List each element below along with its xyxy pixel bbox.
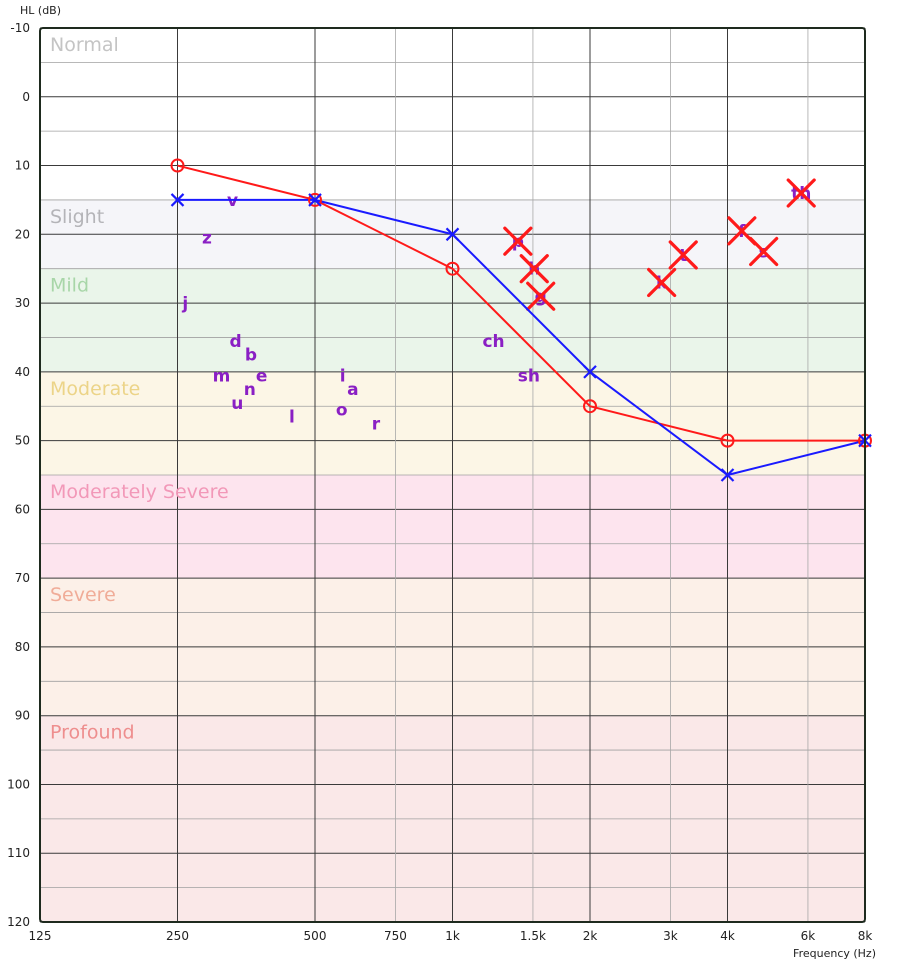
threshold-marker-x	[720, 468, 735, 482]
speech-sounds: vzjdbmenuliaorchshphgktfsth	[181, 178, 816, 434]
band-label-mild: Mild	[50, 275, 89, 297]
band-label-normal: Normal	[50, 34, 119, 56]
y-tick-label: 90	[15, 709, 30, 723]
y-tick-label: 20	[15, 227, 30, 241]
speech-sound-m: m	[213, 366, 231, 386]
x-tick-label: 2k	[583, 929, 598, 943]
y-tick-label: 40	[15, 365, 30, 379]
x-axis-ticks: 125 250 500 1k 2k 4k 8k 750 1.5k 3k 6k	[29, 929, 873, 943]
speech-sound-cross-stroke	[647, 267, 677, 298]
speech-sound-b: b	[245, 346, 257, 366]
threshold-marker-circle	[720, 433, 735, 448]
y-tick-label: 100	[7, 777, 30, 791]
threshold-marker-circle	[170, 158, 185, 173]
x-tick-label: 1.5k	[520, 929, 546, 943]
y-tick-label: 10	[15, 159, 30, 173]
threshold-marker-x	[308, 193, 322, 207]
speech-sound-sh: sh	[518, 366, 540, 386]
threshold-marker-circle	[445, 261, 460, 276]
speech-sound-cross-stroke	[526, 281, 556, 311]
x-tick-label: 250	[166, 929, 189, 943]
y-tick-label: 80	[15, 640, 30, 654]
speech-sound-cross-stroke	[503, 226, 533, 256]
y-tick-label: 0	[22, 90, 30, 104]
y-tick-label: 60	[15, 502, 30, 516]
speech-sound-cross-stroke	[727, 216, 757, 246]
threshold-marker-circle	[308, 192, 322, 207]
speech-sound-cross-stroke	[786, 178, 816, 208]
speech-sound-u: u	[231, 394, 243, 414]
speech-sound-cross-stroke	[519, 254, 549, 284]
x-axis-title: Frequency (Hz)	[793, 947, 876, 960]
speech-sound-r: r	[372, 414, 381, 434]
speech-sound-e: e	[256, 366, 268, 386]
speech-sound-i: i	[340, 366, 346, 386]
speech-sound-cross-stroke	[749, 236, 779, 267]
band-label-profound: Profound	[50, 722, 135, 744]
y-tick-label: 70	[15, 571, 30, 585]
band-label-moderate: Moderate	[50, 378, 140, 400]
speech-sound-n: n	[244, 380, 256, 400]
threshold-marker-x	[170, 193, 185, 207]
band-label-slight: Slight	[50, 206, 104, 228]
threshold-marker-x	[583, 365, 597, 379]
threshold-marker-circle	[583, 399, 597, 414]
speech-sound-ch: ch	[482, 332, 504, 352]
series-line-circle	[177, 164, 865, 442]
y-tick-label: 50	[15, 434, 30, 448]
y-axis-ticks: -10 0 10 20 30 40 50 60 70 80 90 100 110 120	[7, 21, 30, 929]
y-tick-label: 120	[7, 915, 30, 929]
x-tick-label: 6k	[801, 929, 816, 943]
speech-sound-cross-stroke	[668, 240, 698, 270]
speech-sound-z: z	[202, 229, 212, 249]
speech-sound-l: l	[289, 408, 295, 428]
threshold-series	[170, 158, 872, 482]
band-labels: Normal Slight Mild Moderate Moderately Sever…	[50, 34, 229, 744]
band-label-severe: Severe	[50, 584, 116, 606]
x-tick-label: 4k	[720, 929, 735, 943]
x-tick-label: 500	[304, 929, 327, 943]
speech-sound-o: o	[336, 401, 348, 421]
band-label-moderately-severe: Moderately Severe	[50, 481, 229, 503]
x-tick-label: 125	[29, 929, 52, 943]
x-tick-label: 3k	[663, 929, 678, 943]
threshold-marker-x	[445, 227, 460, 242]
x-tick-label: 8k	[858, 929, 873, 943]
y-axis-title: HL (dB)	[20, 4, 61, 17]
x-tick-label: 750	[384, 929, 407, 943]
x-tick-label: 1k	[445, 929, 460, 943]
speech-sound-a: a	[347, 380, 358, 400]
speech-sound-d: d	[229, 332, 241, 352]
y-tick-label: 30	[15, 296, 30, 310]
plot-frame	[39, 27, 866, 923]
series-line-x	[177, 198, 866, 477]
speech-sound-j: j	[181, 294, 188, 314]
y-tick-label: -10	[10, 21, 30, 35]
y-tick-label: 110	[7, 846, 30, 860]
